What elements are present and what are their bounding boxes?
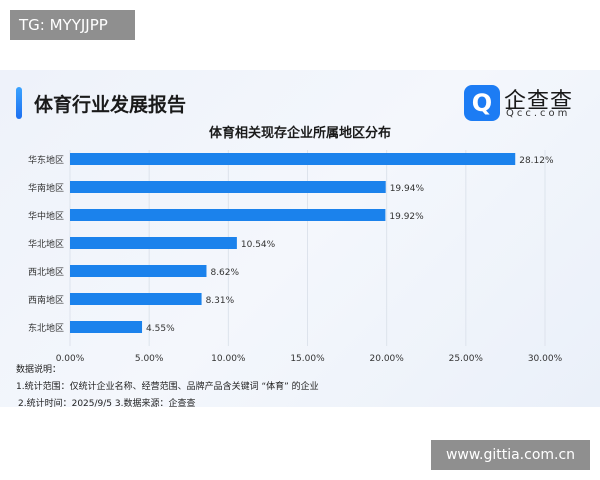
category-label: 华南地区 — [28, 182, 64, 194]
notes-line-1: 1.统计范围：仅统计企业名称、经营范围、品牌产品含关键词 “体育” 的企业 — [16, 382, 319, 392]
x-tick-label: 30.00% — [528, 354, 563, 364]
bar — [70, 153, 516, 165]
brand-name: 企查查 — [504, 89, 574, 114]
x-tick-label: 15.00% — [290, 354, 325, 364]
data-label: 8.31% — [206, 296, 235, 306]
watermark: www.gittia.com.cn — [431, 440, 590, 470]
data-label: 8.62% — [210, 268, 239, 278]
report-title: 体育行业发展报告 — [34, 94, 187, 116]
bar — [70, 181, 386, 193]
data-notes: 数据说明： 1.统计范围：仅统计企业名称、经营范围、品牌产品含关键词 “体育” … — [16, 362, 319, 413]
x-tick-label: 20.00% — [370, 354, 405, 364]
tg-label: TG: MYYJJPP — [10, 10, 135, 40]
category-label: 华北地区 — [28, 238, 64, 250]
bar — [70, 237, 237, 249]
bar-chart: 0.00% 5.00% 10.00% 15.00% 20.00% 25.00% 30.00%… — [28, 150, 563, 364]
qcc-logo-icon: Q — [464, 85, 500, 121]
data-label: 28.12% — [519, 156, 554, 166]
data-label: 10.54% — [241, 240, 276, 250]
title-accent — [16, 87, 22, 119]
data-label: 19.94% — [390, 184, 425, 194]
category-label: 西北地区 — [28, 266, 64, 278]
x-tick-label: 0.00% — [56, 354, 85, 364]
data-label: 4.55% — [146, 324, 175, 334]
x-tick-label: 25.00% — [449, 354, 484, 364]
brand-domain: Qcc.com — [506, 108, 571, 119]
chart-title: 体育相关现存企业所属地区分布 — [208, 126, 391, 141]
x-tick-label: 10.00% — [211, 354, 246, 364]
data-label: 19.92% — [389, 212, 424, 222]
bar — [70, 265, 207, 277]
x-tick-label: 5.00% — [135, 354, 164, 364]
bar — [70, 209, 386, 221]
notes-line-2: 2.统计时间：2025/9/5 3.数据来源：企查查 — [18, 399, 196, 409]
notes-heading: 数据说明： — [16, 365, 62, 375]
category-label: 东北地区 — [28, 322, 64, 334]
category-label: 华东地区 — [28, 154, 64, 166]
category-label: 华中地区 — [28, 210, 64, 222]
category-label: 西南地区 — [28, 294, 64, 306]
bar — [70, 293, 202, 305]
bar — [70, 321, 143, 333]
